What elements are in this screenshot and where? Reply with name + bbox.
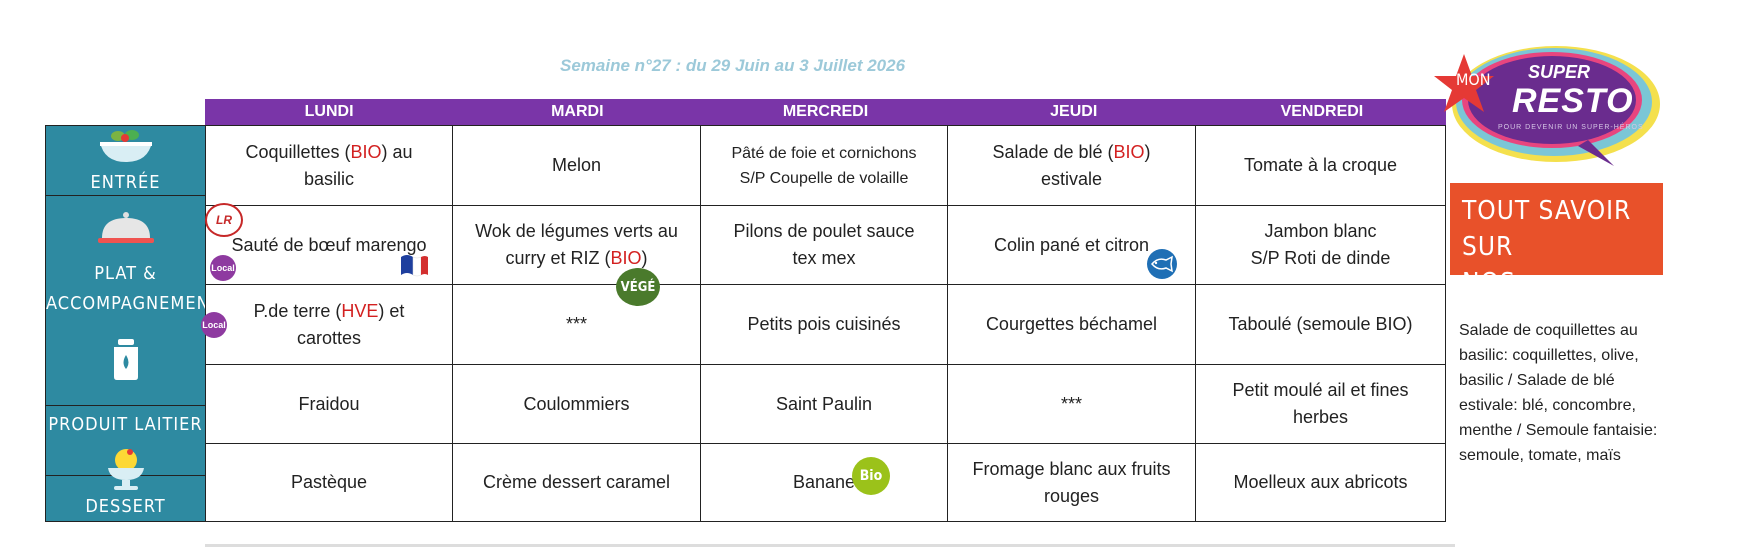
dessert-mercredi: Banane <box>792 472 856 492</box>
category-laitier: PRODUIT LAITIER <box>48 414 203 435</box>
divider <box>206 364 1445 365</box>
day-tuesday: MARDI <box>551 103 604 120</box>
dessert-jeudi: Fromage blanc aux fruits rouges <box>972 458 1171 506</box>
laitier-vendredi: Petit moulé ail et fines herbes <box>1232 380 1409 427</box>
accompagnement-mardi: *** <box>565 314 587 334</box>
entree-mercredi: Pâté de foie et cornichons S/P Coupelle d… <box>731 144 917 187</box>
bottom-divider <box>205 544 1455 547</box>
entree-jeudi: Salade de blé (BIO) estivale <box>992 141 1151 189</box>
recipes-line-2: NOS RECETTES <box>1462 268 1590 334</box>
divider <box>46 405 205 406</box>
accompagnement-mercredi: Petits pois cuisinés <box>747 314 901 334</box>
menu-grid: Coquillettes (BIO) au basilic Melon Pâté … <box>205 125 1446 522</box>
divider <box>452 126 453 521</box>
plat-mercredi: Pilons de poulet sauce tex mex <box>733 221 915 268</box>
divider <box>1195 126 1196 521</box>
salad-bowl-icon <box>100 130 152 162</box>
recipes-link-box[interactable]: TOUT SAVOIR SUR NOS RECETTES <box>1450 183 1663 334</box>
laitier-mercredi: Saint Paulin <box>775 393 873 414</box>
laitier-mardi: Coulommiers <box>523 393 630 414</box>
divider <box>206 205 1445 206</box>
milk-can-icon <box>114 339 138 380</box>
label-rouge-icon: LR <box>205 203 243 237</box>
plat-lundi: Sauté de bœuf marengo <box>231 234 427 255</box>
category-dessert: DESSERT <box>85 496 166 517</box>
entree-vendredi: Tomate à la croque <box>1243 155 1398 175</box>
fish-icon <box>1147 249 1177 279</box>
category-accompagnement: ACCOMPAGNEMENT <box>46 293 221 314</box>
plat-jeudi: Colin pané et citron <box>993 234 1150 255</box>
plat-mardi: Wok de légumes verts au curry et RIZ (BIO… <box>475 221 678 268</box>
divider <box>700 126 701 521</box>
day-thursday: JEUDI <box>1050 103 1098 120</box>
laitier-jeudi: *** <box>1060 393 1082 414</box>
speech-bubble-icon <box>1434 46 1660 166</box>
entree-lundi: Coquillettes (BIO) au basilic <box>245 141 413 189</box>
category-entree: ENTRÉE <box>90 172 161 193</box>
day-friday: VENDREDI <box>1280 103 1364 120</box>
accompagnement-lundi: P.de terre (HVE) et carottes <box>253 300 405 348</box>
bio-badge-icon: Bio <box>852 457 890 495</box>
dessert-lundi: Pastèque <box>290 472 368 492</box>
week-title: Semaine n°27 : du 29 Juin au 3 Juillet 2… <box>560 56 906 75</box>
vege-badge-icon: VÉGÉ <box>616 268 660 306</box>
logo-mon: MON <box>1456 70 1491 89</box>
divider <box>947 126 948 521</box>
dessert-mardi: Crème dessert caramel <box>482 472 671 492</box>
recipes-line-1: TOUT SAVOIR SUR <box>1462 196 1632 262</box>
day-monday: LUNDI <box>304 103 354 120</box>
ice-cream-icon <box>108 449 144 490</box>
category-sidebar: ENTRÉE PLAT & ACCOMPAGNEMENT PRODUIT LAI… <box>45 125 221 522</box>
days-header: LUNDI MARDI MERCREDI JEUDI VENDREDI <box>205 99 1446 125</box>
divider <box>206 443 1445 444</box>
local-badge-icon: Local <box>210 255 236 281</box>
mon-super-resto-logo: MON SUPER RESTO POUR DEVENIR UN SUPER-HÉ… <box>1428 36 1666 176</box>
dessert-vendredi: Moelleux aux abricots <box>1233 472 1408 492</box>
accompagnement-vendredi: Taboulé (semoule BIO) <box>1228 314 1413 334</box>
accompagnement-jeudi: Courgettes béchamel <box>985 314 1158 334</box>
recipes-note: Salade de coquillettes au basilic: coqui… <box>1459 322 1658 464</box>
laitier-lundi: Fraidou <box>298 393 360 414</box>
logo-super: SUPER <box>1528 62 1591 82</box>
logo-resto: RESTO <box>1512 82 1634 120</box>
local-badge-icon: Local <box>201 312 227 338</box>
logo-tagline: POUR DEVENIR UN SUPER-HÉROS <box>1498 124 1644 131</box>
france-flag-icon <box>401 255 428 277</box>
day-wednesday: MERCREDI <box>782 103 869 120</box>
plat-vendredi: Jambon blanc S/P Roti de dinde <box>1250 221 1391 268</box>
category-plat: PLAT & <box>94 263 157 284</box>
divider <box>46 195 205 196</box>
entree-mardi: Melon <box>551 155 602 175</box>
cloche-icon <box>98 212 154 243</box>
divider <box>206 284 1445 285</box>
